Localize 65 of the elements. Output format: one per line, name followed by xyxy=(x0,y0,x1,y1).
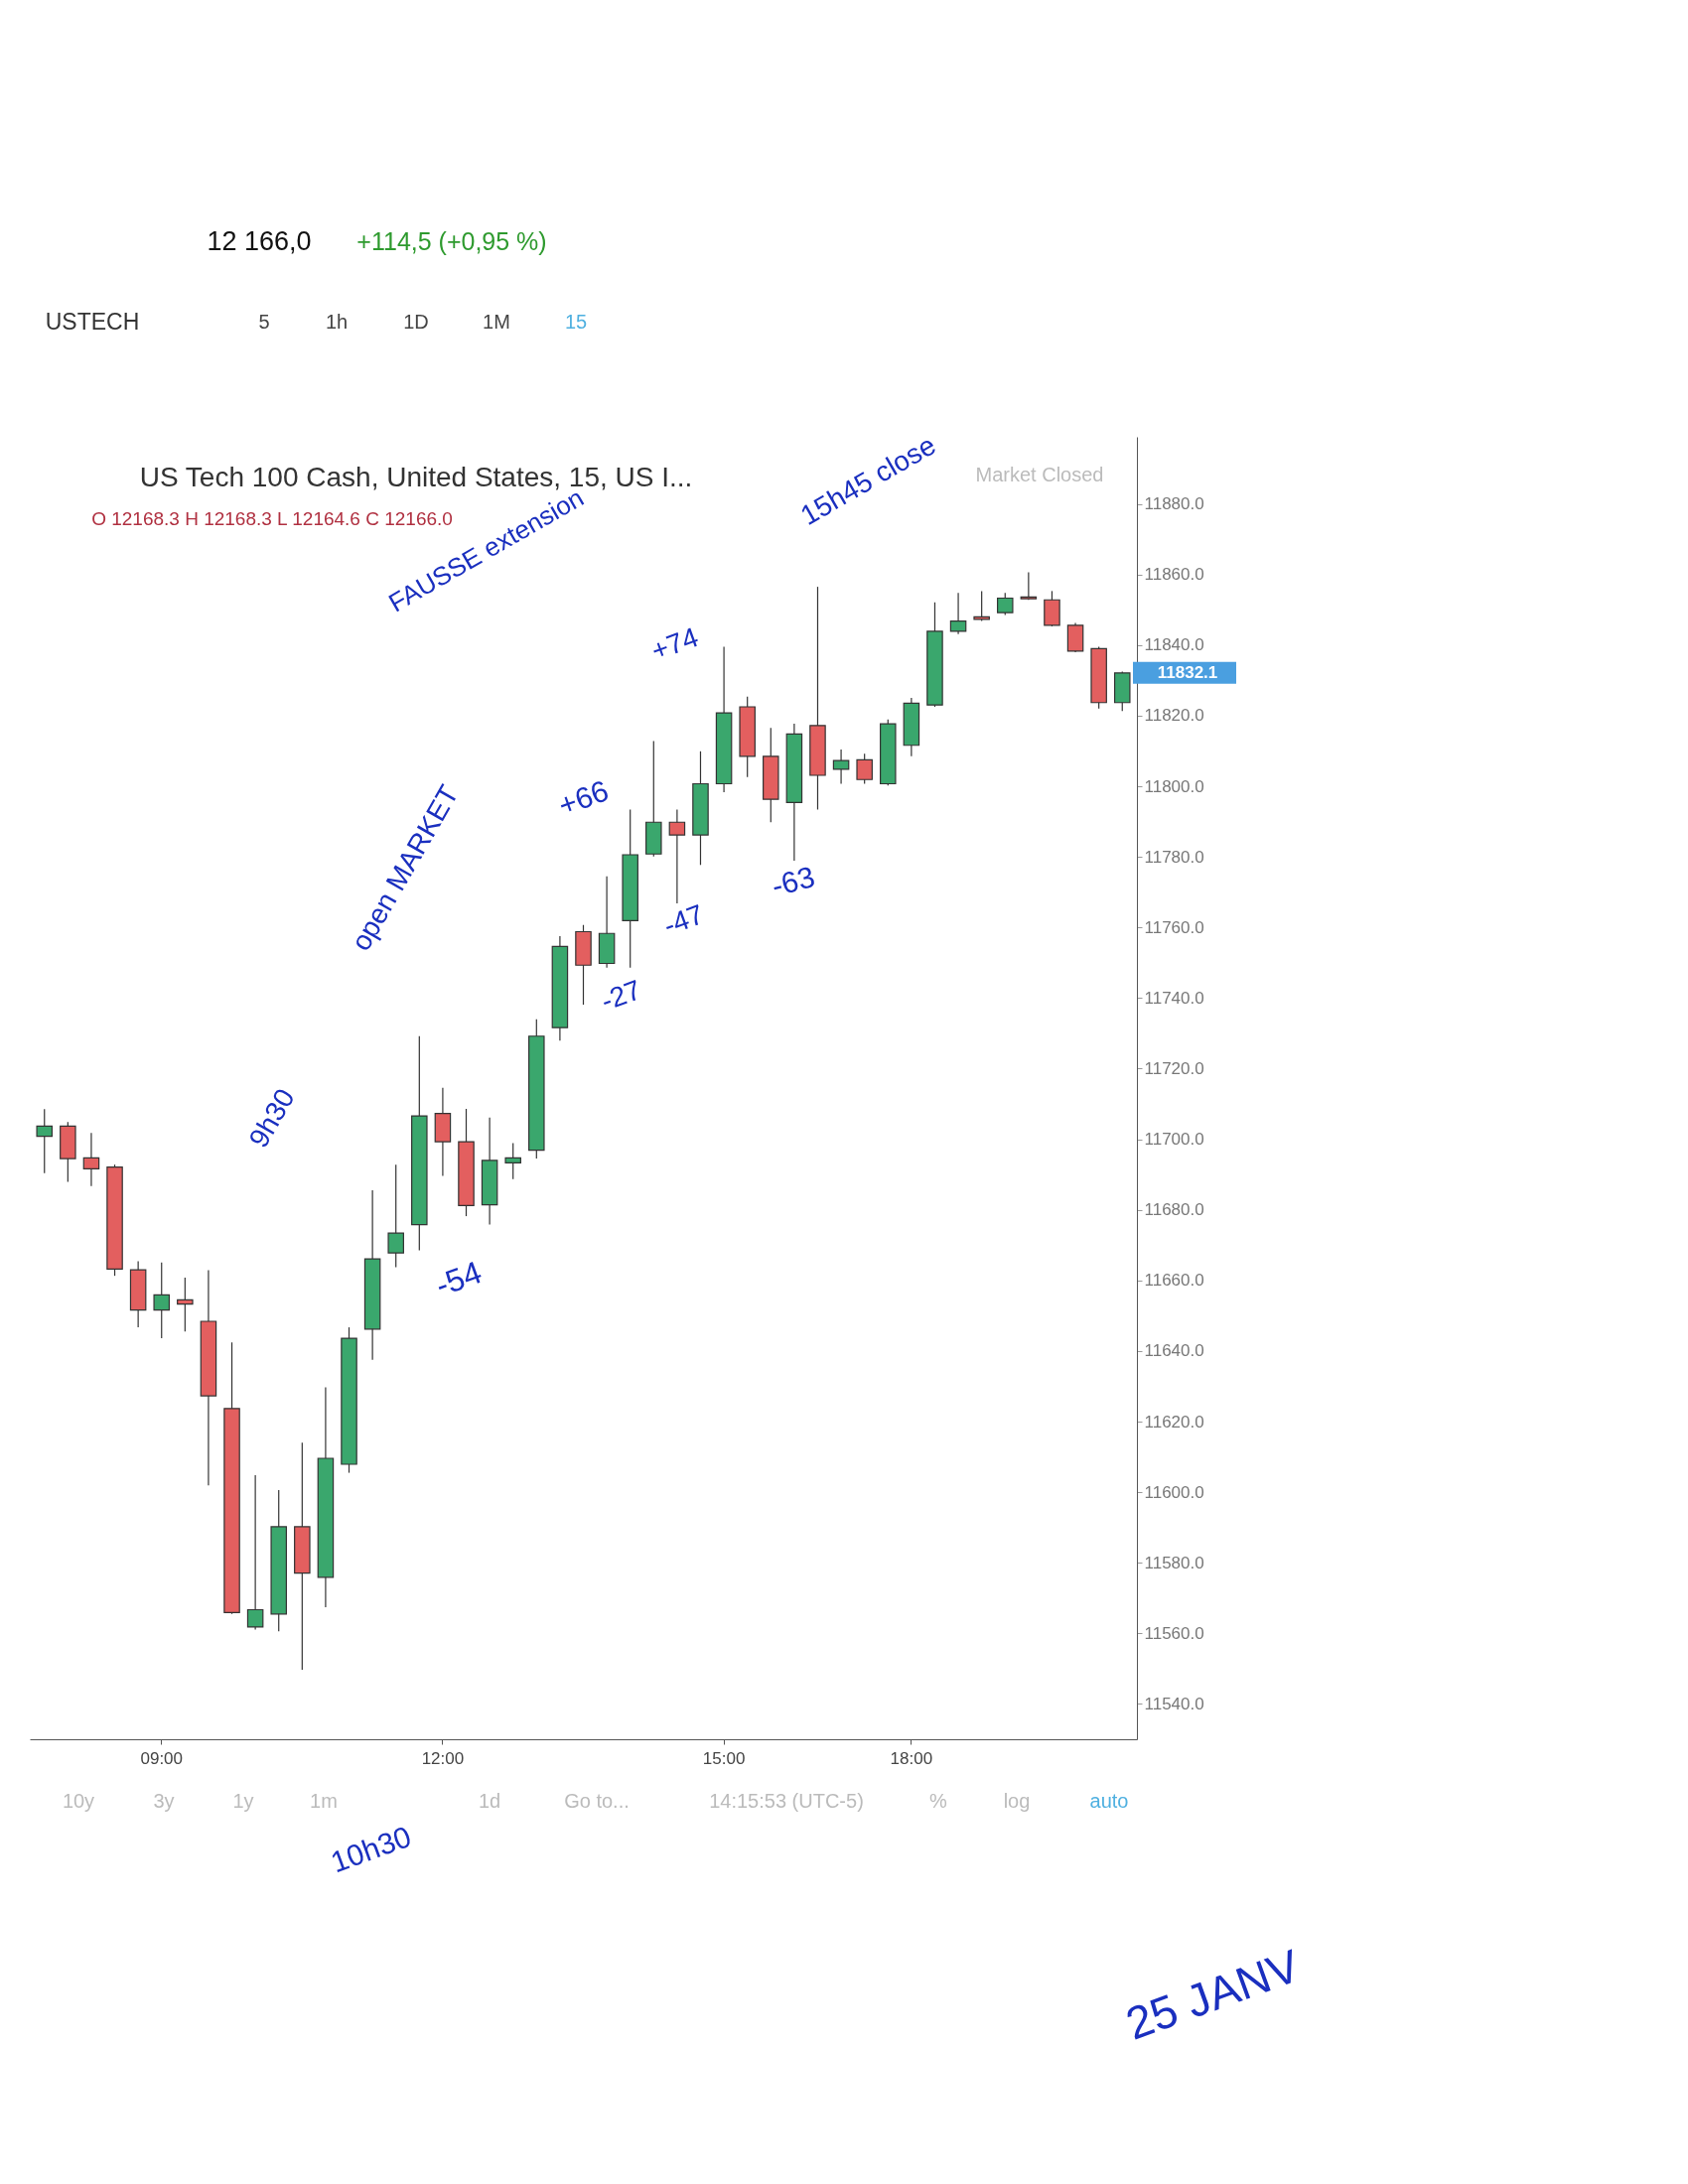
text: % xyxy=(929,1790,948,1812)
candlestick xyxy=(246,1474,264,1631)
text: 10y xyxy=(62,1790,95,1812)
annotation: +74 xyxy=(646,620,703,667)
candlestick xyxy=(82,1132,100,1187)
candlestick xyxy=(1020,571,1038,601)
y-tick-label: 11840.0 xyxy=(1144,635,1204,655)
text: 5 xyxy=(258,311,270,333)
text: O 12168.3 H 12168.3 L 12164.6 C 12166.0 xyxy=(91,508,453,529)
y-tick-label: 11600.0 xyxy=(1144,1482,1204,1502)
y-tick-label: 11820.0 xyxy=(1144,706,1204,726)
text: 14:15:53 (UTC-5) xyxy=(709,1790,864,1812)
candlestick xyxy=(387,1163,404,1269)
annotation: -27 xyxy=(597,974,645,1018)
y-tick-label: 11720.0 xyxy=(1144,1058,1204,1078)
y-tick-label: 11540.0 xyxy=(1144,1694,1204,1713)
text: USTECH xyxy=(45,309,140,335)
candlestick xyxy=(504,1142,521,1180)
text: 15 xyxy=(564,311,588,333)
y-tick-label: 11580.0 xyxy=(1144,1553,1204,1572)
y-tick-label: 11740.0 xyxy=(1144,988,1204,1008)
annotation: Market Closed xyxy=(975,464,1104,485)
text: 1D xyxy=(403,311,429,333)
y-tick-label: 11760.0 xyxy=(1144,917,1204,937)
text: 12 166,0 xyxy=(207,226,312,256)
candlestick xyxy=(832,749,850,785)
y-tick-label: 11860.0 xyxy=(1144,565,1204,585)
text: 1m xyxy=(310,1790,338,1812)
x-tick-label: 09:00 xyxy=(140,1748,184,1768)
candlestick xyxy=(36,1108,54,1174)
y-tick-label: 11640.0 xyxy=(1144,1341,1204,1361)
y-tick-label: 11560.0 xyxy=(1144,1623,1204,1643)
annotation: +66 xyxy=(553,773,614,822)
annotation: -54 xyxy=(430,1254,487,1303)
candlestick xyxy=(856,752,873,785)
text: US Tech 100 Cash, United States, 15, US I... xyxy=(139,462,693,492)
annotation: -47 xyxy=(659,898,708,942)
candlestick xyxy=(153,1262,171,1339)
y-tick-label: 11620.0 xyxy=(1144,1412,1204,1432)
y-tick-label: 11880.0 xyxy=(1144,494,1204,514)
candlestick xyxy=(177,1277,194,1332)
y-tick-label: 11780.0 xyxy=(1144,847,1204,867)
x-tick-label: 12:00 xyxy=(421,1748,465,1768)
ref-line-label: 11832.1 xyxy=(1157,662,1218,682)
candlestick xyxy=(949,592,967,635)
text: 25 JANV xyxy=(1119,1939,1307,2050)
text: 1d xyxy=(478,1790,501,1812)
y-tick-label: 11660.0 xyxy=(1144,1271,1204,1291)
text: auto xyxy=(1089,1790,1129,1812)
text: 10h30 xyxy=(326,1819,416,1879)
y-tick-label: 11680.0 xyxy=(1144,1200,1204,1220)
text: 1y xyxy=(232,1790,254,1812)
candlestick xyxy=(996,592,1014,616)
annotation: -63 xyxy=(768,860,818,903)
y-tick-label: 11700.0 xyxy=(1144,1130,1204,1150)
y-tick-label: 11800.0 xyxy=(1144,776,1204,796)
text: 1M xyxy=(483,311,510,333)
text: Go to... xyxy=(564,1790,630,1812)
text: 1h xyxy=(325,311,349,333)
text: 3y xyxy=(153,1790,175,1812)
candlestick xyxy=(668,808,686,904)
x-tick-label: 18:00 xyxy=(890,1748,933,1768)
text: +114,5 (+0,95 %) xyxy=(356,227,547,255)
x-tick-label: 15:00 xyxy=(702,1748,746,1768)
text: log xyxy=(1003,1790,1031,1812)
